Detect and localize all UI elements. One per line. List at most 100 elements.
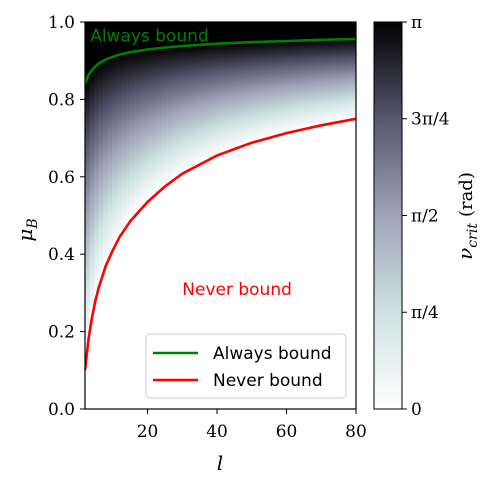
heatmap-cell-above bbox=[184, 22, 190, 46]
heatmap-cell bbox=[184, 45, 190, 172]
heatmap-cell-above bbox=[324, 22, 330, 40]
y-tick-label: 0.6 bbox=[48, 168, 75, 188]
heatmap-cell bbox=[103, 59, 109, 268]
heatmap-cell-above bbox=[220, 22, 226, 44]
colorbar-title-main: ν bbox=[453, 248, 477, 260]
heatmap-cell-above bbox=[152, 22, 158, 49]
heatmap-cell bbox=[202, 44, 208, 162]
heatmap-cell-above bbox=[134, 22, 140, 52]
heatmap-cell-above bbox=[225, 22, 231, 44]
heatmap-cell-above bbox=[197, 22, 204, 45]
legend-label: Never bound bbox=[213, 371, 323, 391]
heatmap-cell-above bbox=[107, 22, 113, 58]
heatmap-cell-above bbox=[98, 22, 104, 63]
heatmap-cell bbox=[261, 41, 267, 140]
heatmap-cell bbox=[247, 42, 253, 144]
colorbar-ticks: 0 π/4 π/2 3π/4 π bbox=[402, 13, 450, 420]
heatmap-cell bbox=[152, 48, 158, 196]
heatmap-cell bbox=[215, 43, 222, 156]
annotation-always-bound: Always bound bbox=[90, 27, 209, 47]
heatmap-cell bbox=[139, 50, 145, 209]
heatmap-cell-above bbox=[301, 22, 307, 41]
heatmap-cell bbox=[238, 42, 244, 147]
heatmap-cell bbox=[319, 39, 325, 126]
curves bbox=[85, 37, 356, 371]
heatmap-cell-above bbox=[238, 22, 244, 43]
heatmap-cell-above bbox=[188, 22, 194, 46]
heatmap-cell-above bbox=[319, 22, 325, 40]
heatmap-cell bbox=[134, 51, 140, 214]
heatmap-cell-above bbox=[256, 22, 262, 42]
heatmap-cell-above bbox=[351, 22, 356, 40]
heatmap-cell bbox=[288, 40, 294, 133]
heatmap-cell bbox=[351, 39, 356, 120]
heatmap-cell-above bbox=[85, 22, 91, 79]
x-axis-title: l bbox=[217, 451, 223, 475]
colorbar-tick-label: 3π/4 bbox=[411, 110, 450, 130]
heatmap-cell bbox=[143, 49, 149, 204]
colorbar-tick-label: π bbox=[411, 13, 422, 33]
heatmap-cell-above bbox=[279, 22, 285, 42]
heatmap-cell-above bbox=[265, 22, 271, 42]
heatmap-cell-above bbox=[247, 22, 253, 43]
colorbar-tick-label: 0 bbox=[411, 400, 422, 420]
x-tick-label: 40 bbox=[206, 422, 228, 442]
y-tick-label: 1.0 bbox=[48, 13, 75, 33]
heatmap-cell-above bbox=[170, 22, 176, 47]
heatmap-cell-above bbox=[234, 22, 240, 43]
heatmap-cell-above bbox=[306, 22, 312, 41]
heatmap-cell-above bbox=[270, 22, 276, 42]
series-line-always-bound bbox=[85, 37, 356, 85]
heatmap-cell bbox=[125, 52, 131, 225]
heatmap-cell-above bbox=[193, 22, 199, 46]
x-tick-label: 20 bbox=[137, 422, 159, 442]
heatmap-cell bbox=[179, 46, 185, 174]
y-tick-label: 0.8 bbox=[48, 90, 75, 110]
heatmap-cell bbox=[107, 57, 113, 257]
heatmap-cell-above bbox=[261, 22, 267, 42]
y-tick-label: 0.2 bbox=[48, 323, 75, 343]
heatmap-cell-above bbox=[125, 22, 131, 53]
heatmap-cell bbox=[292, 40, 298, 132]
y-tick-label: 0.0 bbox=[48, 400, 75, 420]
heatmap-cell-above bbox=[215, 22, 222, 44]
colorbar-gradient bbox=[373, 21, 403, 410]
heatmap-cell bbox=[333, 39, 339, 123]
heatmap-cell bbox=[193, 45, 199, 167]
y-axis-title-sub: B bbox=[25, 218, 41, 229]
colorbar-tick-label: π/4 bbox=[411, 303, 439, 323]
x-tick-label: 60 bbox=[276, 422, 298, 442]
heatmap-cell bbox=[301, 40, 307, 130]
heatmap-cell bbox=[346, 39, 353, 121]
heatmap-cell bbox=[211, 43, 217, 158]
x-tick-label: 80 bbox=[345, 422, 367, 442]
legend-box bbox=[145, 333, 347, 399]
x-axis: 20 40 60 80 bbox=[137, 409, 367, 442]
heatmap-cell bbox=[283, 40, 289, 134]
heatmap-cell bbox=[148, 49, 154, 200]
heatmap-cell bbox=[243, 42, 249, 146]
heatmap-cell bbox=[306, 40, 312, 129]
heatmap-cell bbox=[342, 39, 348, 121]
heatmap-cell bbox=[229, 43, 235, 151]
heatmap-cell-above bbox=[252, 22, 258, 43]
heatmap-cell-above bbox=[346, 22, 353, 40]
heatmap-cell bbox=[220, 43, 226, 154]
heatmap-cell-above bbox=[157, 22, 163, 49]
heatmap-cell bbox=[112, 56, 118, 248]
heatmap-cell-above bbox=[328, 22, 335, 40]
heatmap-cell bbox=[328, 39, 335, 124]
heatmap-cell-above bbox=[297, 22, 303, 41]
heatmap-cell-above bbox=[202, 22, 208, 45]
colorbar-title-unit: (rad) bbox=[456, 172, 477, 217]
colorbar-tick-label: π/2 bbox=[411, 206, 439, 226]
heatmap-cell-above bbox=[161, 22, 167, 48]
heatmap-cell bbox=[98, 62, 104, 282]
heatmap-cell-above bbox=[211, 22, 217, 44]
y-tick-label: 0.4 bbox=[48, 245, 75, 265]
heatmap-cell-above bbox=[139, 22, 145, 51]
heatmap-cell bbox=[197, 44, 204, 165]
heatmap bbox=[85, 22, 356, 351]
heatmap-cell bbox=[121, 53, 127, 232]
